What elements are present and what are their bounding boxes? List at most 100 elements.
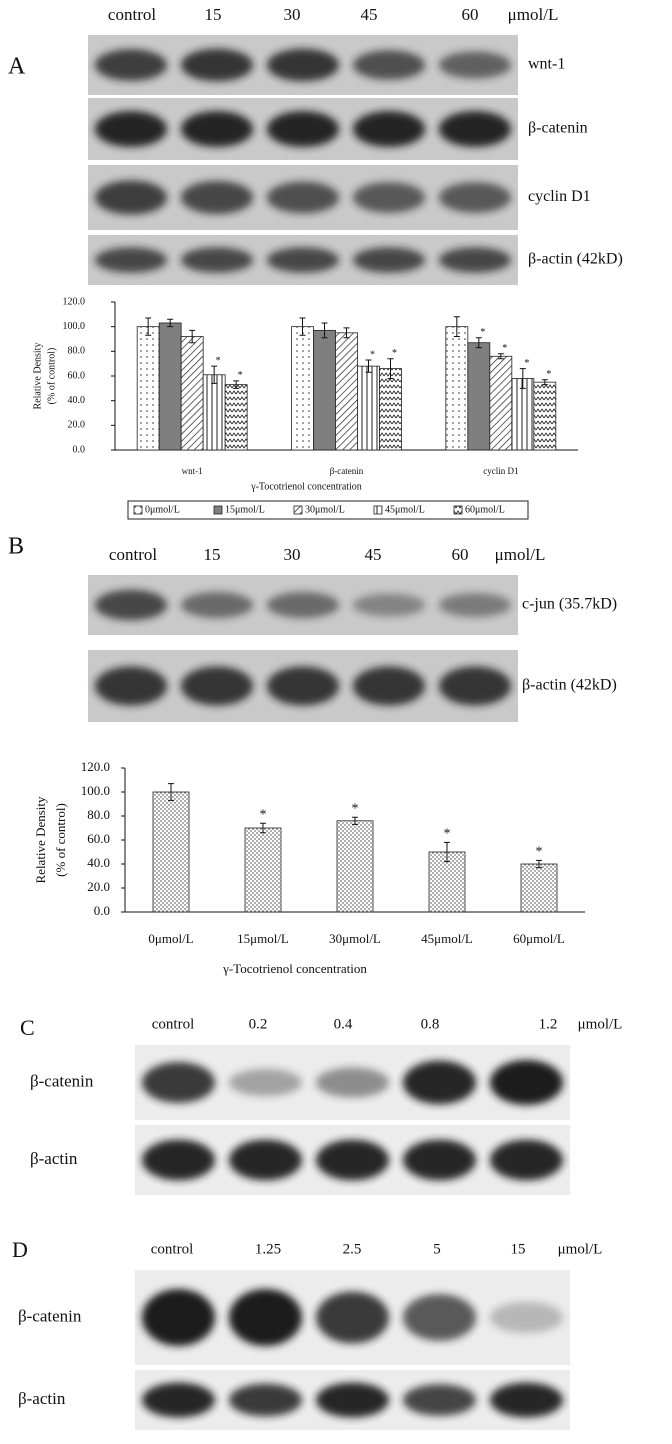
blot-band (94, 180, 168, 215)
row-label: wnt-1 (528, 56, 565, 73)
x-tick-label: 30μmol/L (329, 931, 381, 946)
significance-mark: * (260, 807, 267, 822)
bar (489, 355, 513, 451)
lane-label: control (108, 5, 156, 24)
lane-label: 60 (452, 545, 469, 564)
lane-label: control (152, 1016, 195, 1032)
unit-label: μmol/L (508, 5, 559, 24)
significance-mark: * (352, 801, 359, 816)
legend-box (127, 500, 529, 520)
bar (152, 791, 190, 913)
bar (467, 342, 491, 451)
blot-band (94, 49, 168, 81)
legend-swatch (373, 505, 383, 515)
error-bar (444, 841, 450, 863)
lane-label: 1.25 (255, 1241, 281, 1257)
bar (379, 368, 402, 451)
lane-label: 1.2 (539, 1016, 558, 1032)
blot-band (402, 1139, 477, 1181)
row-label: β-actin (18, 1389, 66, 1408)
bar (244, 827, 282, 913)
chart: 0.0 20.0 40.0 60.0 80.0 100.0 120.0 Relative De… (33, 759, 585, 976)
x-axis-label: γ-Tocotrienol concentration (222, 961, 367, 976)
blot-band (402, 1294, 477, 1341)
y-tick-label: 20.0 (68, 420, 86, 431)
y-tick-label: 120.0 (81, 759, 110, 774)
blot-band (141, 1382, 216, 1418)
panel-letter: B (8, 534, 24, 560)
error-bar (167, 318, 174, 328)
bar (336, 820, 374, 913)
blot-band (228, 1289, 303, 1346)
blot-band (141, 1062, 216, 1103)
lane-label: 15 (204, 545, 221, 564)
y-tick-label: 40.0 (68, 395, 86, 406)
blot-band (315, 1382, 390, 1418)
bar (180, 336, 204, 451)
lane-label: 30 (284, 5, 301, 24)
blot-band (141, 1289, 216, 1346)
significance-mark: * (444, 827, 451, 842)
legend-swatch (293, 505, 303, 515)
lane-label: 30 (284, 545, 301, 564)
bar (533, 381, 557, 451)
error-bar (211, 365, 218, 384)
bar (445, 326, 469, 451)
blot-band (266, 591, 340, 619)
blot-band (315, 1067, 390, 1098)
blot-band (141, 1139, 216, 1181)
unit-label: μmol/L (578, 1016, 623, 1032)
error-bar (352, 816, 358, 825)
y-axis-label: Relative Density (33, 796, 48, 884)
y-tick-label: 0.0 (94, 903, 110, 918)
significance-mark: * (216, 355, 221, 366)
error-bar (260, 822, 266, 834)
bar (158, 322, 182, 451)
blot-band (438, 666, 512, 706)
blot-band (180, 666, 254, 706)
x-tick-label: β-catenin (330, 466, 364, 476)
x-tick-label: 45μmol/L (421, 931, 473, 946)
unit-label: μmol/L (558, 1241, 603, 1257)
blot-band (315, 1291, 390, 1344)
error-bar (168, 783, 174, 801)
legend-label: 60μmol/L (465, 504, 505, 515)
row-label: β-catenin (30, 1071, 94, 1090)
bar (511, 378, 535, 451)
significance-mark: * (502, 343, 507, 354)
blot-band (489, 1301, 564, 1334)
lane-label: 2.5 (343, 1241, 362, 1257)
row-label: β-catenin (528, 120, 588, 137)
blot-band (402, 1384, 477, 1416)
blot-band (438, 592, 512, 618)
error-bar (387, 358, 394, 379)
lane-label: control (151, 1241, 194, 1257)
y-tick-label: 100.0 (81, 783, 110, 798)
significance-mark: * (546, 369, 551, 380)
blot-band (489, 1060, 564, 1105)
blot-band (266, 48, 340, 82)
panel-letter: C (20, 1015, 35, 1040)
x-tick-label: cyclin D1 (483, 466, 518, 476)
unit-label: μmol/L (495, 545, 546, 564)
blot-band (180, 110, 254, 148)
error-bar (536, 859, 542, 869)
lane-label: 0.2 (249, 1016, 268, 1032)
blot-band (489, 1139, 564, 1181)
lane-label: 15 (511, 1241, 526, 1257)
blot-band (438, 247, 512, 273)
error-bar (541, 379, 548, 386)
blot-band (228, 1383, 303, 1417)
blot-band (94, 589, 168, 621)
lane-label: 5 (433, 1241, 441, 1257)
error-bar (189, 329, 196, 344)
bar (313, 329, 336, 451)
significance-mark: * (392, 348, 397, 359)
row-label: c-jun (35.7kD) (522, 596, 617, 613)
x-axis-label: γ-Tocotrienol concentration (250, 481, 362, 492)
